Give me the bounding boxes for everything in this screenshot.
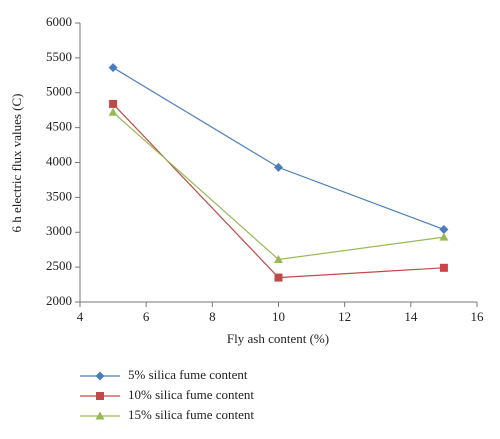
legend-marker — [96, 392, 104, 400]
legend-label: 15% silica fume content — [128, 407, 254, 422]
series-line — [112, 111, 444, 261]
y-tick-label: 6000 — [46, 14, 72, 29]
marker — [439, 232, 449, 241]
y-tick-label: 3000 — [46, 223, 72, 238]
marker — [108, 63, 118, 73]
x-tick-label: 8 — [209, 309, 216, 324]
marker — [439, 263, 448, 272]
y-tick-label: 5000 — [46, 84, 72, 99]
y-tick-label: 4000 — [46, 153, 72, 168]
marker — [274, 254, 283, 263]
marker — [439, 224, 449, 234]
marker — [108, 107, 118, 116]
y-axis-label: 6 h electric flux values (C) — [9, 94, 24, 233]
y-tick-label: 5500 — [46, 49, 72, 64]
y-tick-label: 3500 — [46, 188, 72, 203]
series-line — [112, 103, 444, 279]
x-tick-label: 10 — [272, 309, 285, 324]
y-tick-label: 4500 — [46, 119, 72, 134]
x-tick-label: 12 — [338, 309, 351, 324]
x-tick-label: 16 — [471, 309, 485, 324]
legend-label: 10% silica fume content — [128, 387, 254, 402]
marker — [109, 99, 118, 108]
x-tick-label: 4 — [77, 309, 84, 324]
legend-marker — [95, 371, 105, 381]
series-line — [112, 67, 445, 231]
legend-marker — [95, 411, 105, 420]
x-tick-label: 14 — [404, 309, 418, 324]
y-tick-label: 2500 — [46, 258, 72, 273]
x-axis-label: Fly ash content (%) — [227, 331, 329, 346]
x-tick-label: 6 — [143, 309, 150, 324]
y-tick-label: 2000 — [46, 293, 72, 308]
marker — [274, 273, 283, 282]
legend-label: 5% silica fume content — [128, 367, 248, 382]
marker — [274, 162, 283, 172]
